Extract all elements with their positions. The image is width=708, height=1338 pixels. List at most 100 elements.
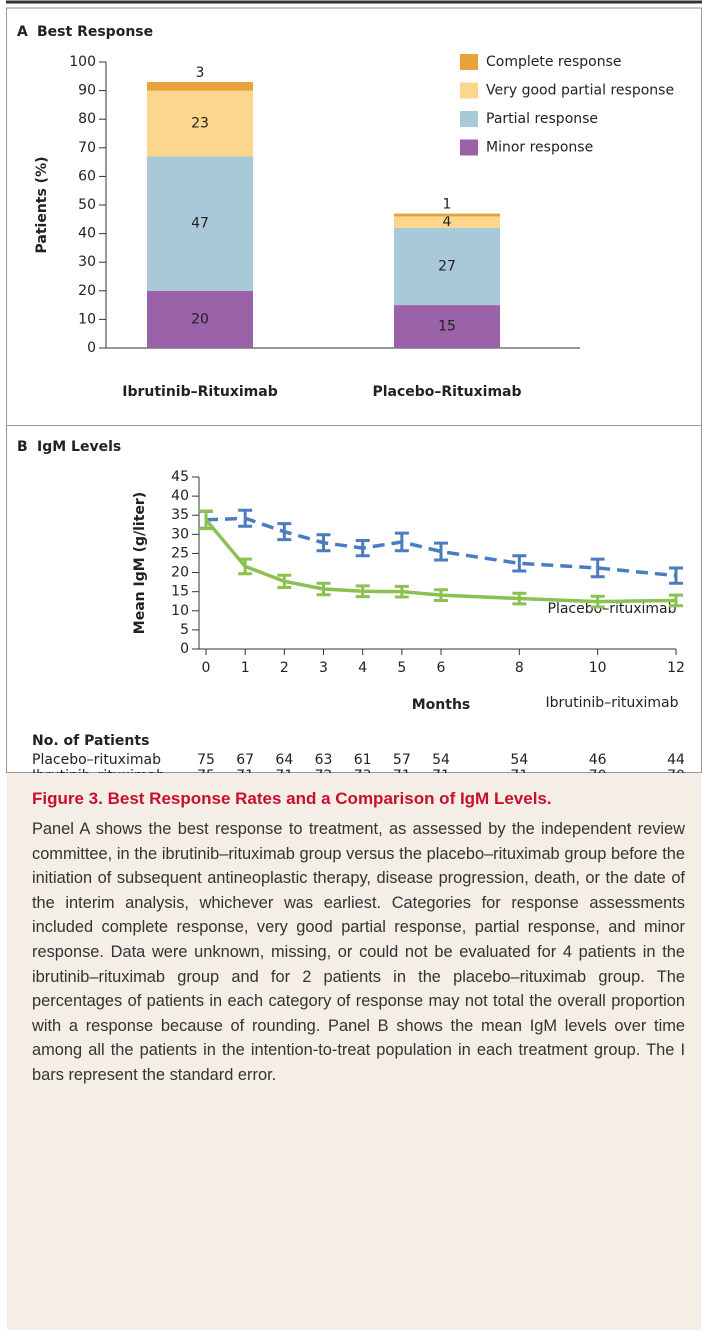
bar-segment <box>394 216 500 228</box>
patient-count: 64 <box>275 752 293 768</box>
data-label: 15 <box>438 319 456 335</box>
data-label: 23 <box>191 115 209 131</box>
legend-swatch <box>460 54 478 70</box>
x-tick-label: Placebo–Rituximab <box>372 384 521 400</box>
legend-label: Complete response <box>486 54 622 70</box>
patient-count: 54 <box>432 752 450 768</box>
caption-label: Figure 3. <box>32 789 103 808</box>
error-bar <box>590 557 605 579</box>
data-label: 27 <box>438 258 456 274</box>
patient-count: 57 <box>393 752 411 768</box>
caption-text: Panel A shows the best response to treat… <box>32 820 685 1084</box>
patient-count: 71 <box>393 768 411 773</box>
y-tick-label: 60 <box>78 168 96 184</box>
error-bar <box>669 566 683 585</box>
bar-segment <box>147 90 253 157</box>
y-tick-label: 25 <box>171 545 189 561</box>
error-bar <box>355 538 370 558</box>
y-tick-label: 20 <box>78 283 96 299</box>
y-tick-label: 90 <box>78 83 96 99</box>
patient-count: 61 <box>354 752 372 768</box>
caption: Figure 3. Best Response Rates and a Comp… <box>7 773 701 1330</box>
panel-label: B <box>17 439 28 455</box>
y-tick-label: 40 <box>171 488 189 504</box>
patient-count: 73 <box>354 768 372 773</box>
data-label: 20 <box>191 311 209 327</box>
patient-count: 75 <box>197 768 215 773</box>
y-tick-label: 100 <box>69 54 96 70</box>
error-bar <box>394 584 409 599</box>
y-tick-label: 45 <box>171 469 189 485</box>
error-bar <box>277 522 292 542</box>
y-tick-label: 0 <box>180 641 189 657</box>
y-tick-label: 30 <box>78 254 96 270</box>
chart-area: A Best Response B IgM Levels No. of Pati… <box>6 0 702 773</box>
series-line <box>204 518 677 604</box>
x-tick-label: 0 <box>202 660 211 676</box>
row-label: Ibrutinib–rituximab <box>32 768 165 773</box>
legend-label: Minor response <box>486 140 593 156</box>
series-line <box>205 516 677 578</box>
x-tick-label: 1 <box>241 660 250 676</box>
data-label: 1 <box>443 197 452 213</box>
y-axis-label: Mean IgM (g/liter) <box>132 492 148 634</box>
y-tick-label: 80 <box>78 111 96 127</box>
error-bar <box>394 531 409 553</box>
x-tick-label: 5 <box>397 660 406 676</box>
y-tick-label: 70 <box>78 140 96 156</box>
caption-heading: Figure 3. Best Response Rates and a Comp… <box>32 789 685 809</box>
error-bar <box>434 541 448 562</box>
bar-segment <box>147 290 253 348</box>
caption-title: Best Response Rates and a Comparison of … <box>107 789 552 808</box>
panel-label: A <box>17 24 28 40</box>
patient-count: 70 <box>589 768 607 773</box>
patient-count: 63 <box>315 752 333 768</box>
patient-count: 70 <box>667 768 685 773</box>
legend-swatch <box>460 139 478 156</box>
patient-count: 71 <box>236 768 254 773</box>
error-bar <box>590 594 605 609</box>
legend-swatch <box>460 111 478 127</box>
x-axis-label: Months <box>412 697 471 713</box>
patient-count: 54 <box>510 752 528 768</box>
data-label: 4 <box>443 214 452 230</box>
y-tick-label: 15 <box>171 584 189 600</box>
y-tick-label: 40 <box>78 226 96 242</box>
error-bar <box>277 573 292 589</box>
y-tick-label: 10 <box>78 311 96 327</box>
patient-count: 44 <box>667 752 685 768</box>
patient-count: 71 <box>432 768 450 773</box>
y-tick-label: 20 <box>171 565 189 581</box>
data-label: 3 <box>196 65 205 81</box>
error-bar <box>238 508 253 528</box>
series-label: Placebo–rituximab <box>548 601 677 617</box>
patient-count: 72 <box>315 768 333 773</box>
patient-count: 71 <box>275 768 293 773</box>
y-tick-label: 5 <box>180 622 189 638</box>
error-bar <box>669 593 683 608</box>
legend-label: Very good partial response <box>486 83 674 99</box>
x-tick-label: 3 <box>319 660 328 676</box>
x-tick-label: 6 <box>437 660 446 676</box>
panel-title: Best Response <box>37 24 153 40</box>
bar-segment <box>394 305 500 348</box>
y-tick-label: 50 <box>78 197 96 213</box>
panel-title: IgM Levels <box>37 439 121 455</box>
error-bar <box>199 509 213 531</box>
x-tick-label: 12 <box>667 660 685 676</box>
legend-swatch <box>460 82 478 99</box>
x-tick-label: 10 <box>589 660 607 676</box>
x-tick-label: 8 <box>515 660 524 676</box>
bar-segment <box>394 227 500 306</box>
bar-segment <box>394 213 500 217</box>
patient-count: 75 <box>197 752 215 768</box>
x-tick-label: 2 <box>280 660 289 676</box>
x-tick-label: 4 <box>358 660 367 676</box>
y-tick-label: 30 <box>171 526 189 542</box>
y-tick-label: 0 <box>87 340 96 356</box>
data-label: 47 <box>191 216 209 232</box>
patient-count: 67 <box>236 752 254 768</box>
error-bar <box>434 588 448 602</box>
error-bar <box>316 581 331 597</box>
